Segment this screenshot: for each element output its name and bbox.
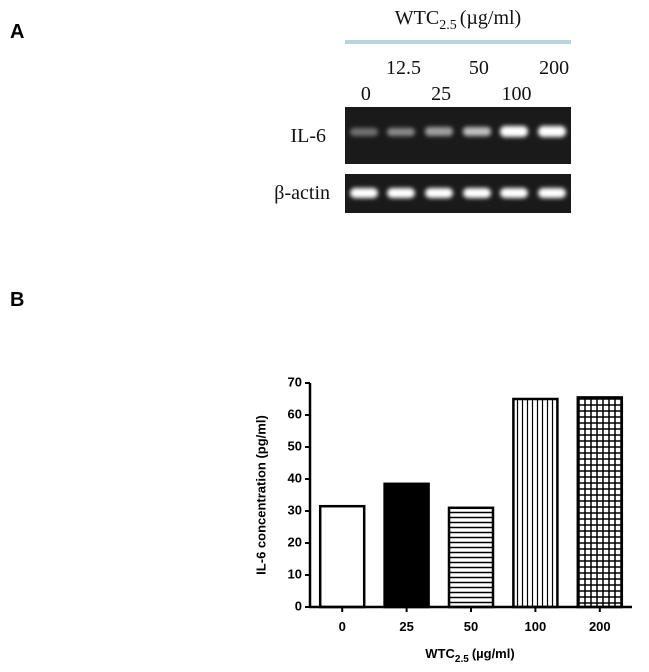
- gel-title: WTC2.5 (µg/ml): [395, 7, 521, 33]
- lane-labels: 0 12.5 25 50 100 200: [361, 57, 569, 105]
- x-axis-label: WTC2.5 (µg/ml): [425, 646, 514, 665]
- x-tick-label: 0: [339, 619, 346, 634]
- x-tick-label: 100: [525, 619, 547, 634]
- lane-label: 0: [361, 83, 371, 105]
- lane-label: 12.5: [386, 57, 421, 79]
- bar: [383, 482, 430, 609]
- bar-chart: 0 10 20 30 40 50 60 70 0 25 50 100 200: [288, 374, 632, 634]
- y-tick-label: 30: [288, 502, 302, 517]
- y-tick-label: 20: [288, 534, 302, 549]
- bar: [318, 504, 366, 609]
- panel-label: B: [10, 289, 24, 311]
- y-tick-label: 10: [288, 566, 302, 581]
- gel-actin: [345, 174, 571, 213]
- row-label: β-actin: [274, 182, 330, 204]
- title-sub: 2.5: [439, 18, 457, 33]
- y-tick-label: 60: [288, 406, 302, 421]
- y-tick-label: 40: [288, 470, 302, 485]
- x-tick-label: 50: [464, 619, 478, 634]
- row-label: IL-6: [290, 125, 326, 147]
- lane-label: 200: [539, 57, 569, 79]
- lane-label: 100: [502, 83, 532, 105]
- bar: [447, 506, 495, 609]
- gel-il6: [345, 107, 571, 164]
- lane-label: 50: [469, 57, 489, 79]
- y-tick-label: 70: [288, 374, 302, 389]
- x-label-sub: 2.5: [455, 654, 469, 665]
- y-tick-label: 50: [288, 438, 302, 453]
- x-label-unit: (µg/ml): [472, 646, 515, 661]
- panel-label: A: [10, 21, 24, 43]
- y-axis-label: IL-6 concentration (pg/ml): [253, 415, 268, 575]
- bands: [350, 126, 566, 198]
- y-tick-label: 0: [295, 598, 302, 613]
- x-tick-label: 200: [589, 619, 611, 634]
- title-unit: (µg/ml): [460, 7, 522, 29]
- bar: [576, 396, 624, 609]
- x-tick-label: 25: [399, 619, 413, 634]
- x-label-main: WTC: [425, 646, 455, 661]
- lane-label: 25: [431, 83, 451, 105]
- title-main: WTC: [395, 7, 439, 29]
- bar: [512, 397, 559, 609]
